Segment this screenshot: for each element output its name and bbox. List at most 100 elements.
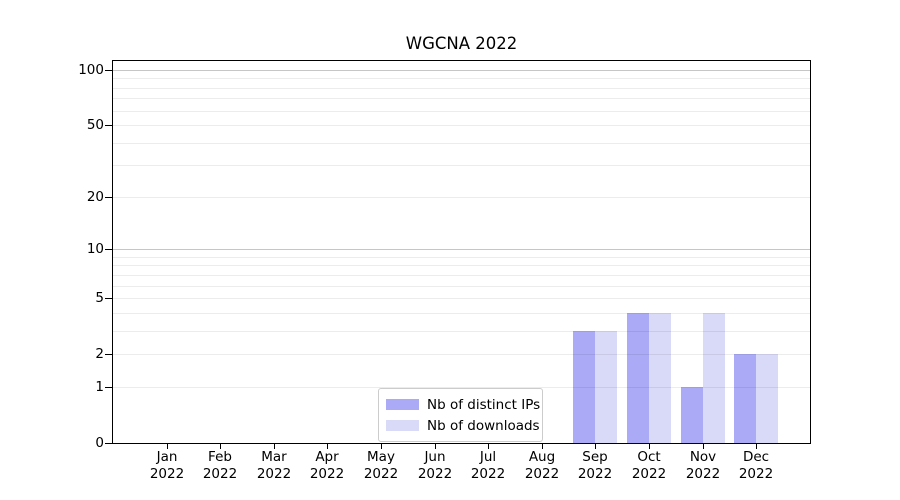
y-tick-label-50: 50 — [86, 117, 104, 133]
month-label: Mar — [261, 449, 287, 465]
minor-gridline-6 — [113, 286, 810, 287]
y-tick-label-0: 0 — [95, 435, 104, 451]
x-tick-jul — [488, 444, 489, 449]
x-tick-label-jun: Jun 2022 — [395, 449, 475, 482]
y-tick-5 — [105, 298, 112, 299]
x-tick-label-aug: Aug 2022 — [502, 449, 582, 482]
x-tick-label-jul: Jul 2022 — [448, 449, 528, 482]
year-label: 2022 — [738, 465, 774, 482]
minor-gridline-2 — [113, 354, 810, 355]
month-label: May — [367, 449, 395, 465]
legend-swatch-downloads — [386, 420, 419, 431]
year-label: 2022 — [309, 465, 345, 482]
year-label: 2022 — [524, 465, 560, 482]
year-label: 2022 — [256, 465, 292, 482]
x-tick-jun — [435, 444, 436, 449]
legend: Nb of distinct IPs Nb of downloads — [378, 388, 543, 442]
bar-sep-ips — [573, 330, 596, 443]
minor-gridline-1 — [113, 387, 810, 388]
plot-area — [105, 60, 811, 449]
bar-sep-downloads — [595, 330, 618, 443]
month-label: Jan — [156, 449, 178, 465]
minor-gridline-60 — [113, 111, 810, 112]
x-tick-sep — [595, 444, 596, 449]
year-label: 2022 — [417, 465, 453, 482]
major-gridline-10 — [113, 249, 810, 250]
x-tick-feb — [220, 444, 221, 449]
year-label: 2022 — [470, 465, 506, 482]
minor-gridline-4 — [113, 313, 810, 314]
x-tick-mar — [274, 444, 275, 449]
y-tick-label-10: 10 — [86, 241, 104, 257]
chart-title: WGCNA 2022 — [405, 34, 518, 53]
y-tick-100 — [105, 70, 112, 71]
x-tick-label-may: May 2022 — [341, 449, 421, 482]
month-label: Nov — [689, 449, 717, 465]
bar-oct-ips — [626, 312, 649, 443]
month-label: Jul — [479, 449, 497, 465]
legend-swatch-distinct-ips — [386, 399, 419, 410]
y-tick-label-1: 1 — [95, 379, 104, 395]
y-tick-20 — [105, 197, 112, 198]
x-tick-label-jan: Jan 2022 — [127, 449, 207, 482]
minor-gridline-40 — [113, 143, 810, 144]
x-tick-label-apr: Apr 2022 — [287, 449, 367, 482]
bar-nov-ips — [680, 386, 703, 443]
month-label: Oct — [637, 449, 661, 465]
minor-gridline-90 — [113, 78, 810, 79]
legend-label-downloads: Nb of downloads — [427, 417, 540, 434]
minor-gridline-80 — [113, 88, 810, 89]
minor-gridline-50 — [113, 125, 810, 126]
minor-gridline-5 — [113, 298, 810, 299]
year-label: 2022 — [363, 465, 399, 482]
y-tick-label-20: 20 — [86, 189, 104, 205]
year-label: 2022 — [631, 465, 667, 482]
x-tick-oct — [649, 444, 650, 449]
x-tick-label-feb: Feb 2022 — [180, 449, 260, 482]
month-label: Sep — [582, 449, 608, 465]
minor-gridline-8 — [113, 265, 810, 266]
minor-gridline-20 — [113, 197, 810, 198]
y-tick-1 — [105, 387, 112, 388]
year-label: 2022 — [685, 465, 721, 482]
month-label: Feb — [208, 449, 232, 465]
x-tick-aug — [542, 444, 543, 449]
y-tick-10 — [105, 249, 112, 250]
x-tick-label-sep: Sep 2022 — [555, 449, 635, 482]
minor-gridline-7 — [113, 275, 810, 276]
year-label: 2022 — [577, 465, 613, 482]
legend-label-distinct-ips: Nb of distinct IPs — [427, 396, 541, 413]
y-tick-50 — [105, 125, 112, 126]
month-label: Jun — [424, 449, 446, 465]
x-tick-label-nov: Nov 2022 — [663, 449, 743, 482]
x-tick-apr — [327, 444, 328, 449]
x-tick-label-dec: Dec 2022 — [716, 449, 796, 482]
major-gridline-100 — [113, 70, 810, 71]
month-label: Aug — [528, 449, 556, 465]
bar-dec-downloads — [756, 354, 779, 443]
x-tick-dec — [756, 444, 757, 449]
legend-row: Nb of distinct IPs — [386, 395, 540, 414]
minor-gridline-30 — [113, 165, 810, 166]
y-tick-label-2: 2 — [95, 346, 104, 362]
minor-gridline-70 — [113, 98, 810, 99]
x-tick-may — [381, 444, 382, 449]
bar-nov-downloads — [702, 312, 725, 443]
y-tick-label-5: 5 — [95, 290, 104, 306]
month-label: Dec — [742, 449, 770, 465]
x-tick-nov — [703, 444, 704, 449]
minor-gridline-9 — [113, 257, 810, 258]
x-tick-label-oct: Oct 2022 — [609, 449, 689, 482]
x-tick-label-mar: Mar 2022 — [234, 449, 314, 482]
bar-oct-downloads — [648, 312, 671, 443]
y-tick-2 — [105, 354, 112, 355]
y-tick-0 — [105, 443, 112, 444]
y-tick-label-100: 100 — [78, 62, 104, 78]
minor-gridline-3 — [113, 331, 810, 332]
month-label: Apr — [315, 449, 339, 465]
bar-dec-ips — [734, 354, 757, 443]
year-label: 2022 — [149, 465, 185, 482]
year-label: 2022 — [202, 465, 238, 482]
x-tick-jan — [167, 444, 168, 449]
